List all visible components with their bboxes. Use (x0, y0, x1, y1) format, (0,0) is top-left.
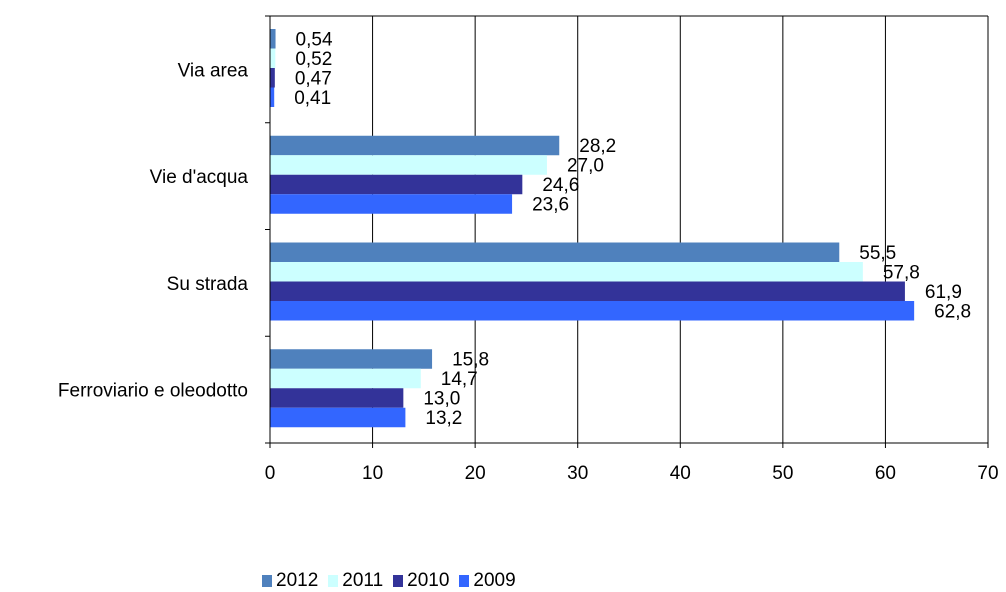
data-label: 61,9 (925, 282, 962, 303)
legend-item-2011: 2011 (328, 570, 383, 592)
legend-label: 2012 (276, 570, 319, 591)
bar-2011 (270, 368, 421, 389)
bars (270, 29, 915, 428)
legend-swatch (328, 575, 339, 587)
data-label: 15,8 (452, 350, 489, 371)
data-label: 14,7 (441, 369, 478, 390)
category-label: Vie d'acqua (150, 167, 249, 188)
data-label: 0,54 (296, 29, 333, 50)
data-label: 23,6 (532, 195, 569, 216)
category-label: Via area (178, 60, 249, 81)
bar-2010 (270, 281, 905, 301)
legend-swatch (262, 575, 272, 587)
legend-item-2010: 2010 (393, 570, 449, 592)
data-label: 62,8 (934, 301, 971, 322)
data-label: 13,0 (423, 389, 460, 410)
legend: 2012 2011 2010 2009 (262, 570, 526, 592)
x-tick-label: 40 (670, 463, 691, 484)
data-label: 55,5 (859, 243, 896, 264)
legend-swatch (459, 575, 470, 587)
x-tick-label: 50 (772, 463, 793, 484)
x-tick-label: 10 (362, 463, 383, 484)
legend-item-2012: 2012 (262, 570, 318, 592)
bar-2011 (270, 155, 547, 175)
legend-label: 2010 (407, 570, 450, 591)
bar-2010 (270, 174, 523, 195)
bar-2009 (270, 87, 275, 107)
bar-2010 (270, 388, 404, 408)
bar-chart: 0 10 20 30 40 50 60 70 Via area 0,540,520,470,41 V… (58, 15, 999, 484)
category-label: Ferroviario e oleodotto (58, 381, 248, 402)
x-tick-label: 0 (265, 463, 276, 484)
legend-item-2009: 2009 (459, 570, 516, 592)
data-label: 0,47 (295, 68, 332, 89)
bar-2009 (270, 194, 513, 214)
bar-2009 (270, 301, 915, 321)
data-label: 0,41 (294, 88, 331, 109)
x-tick-label: 30 (567, 463, 588, 484)
bar-2012 (270, 242, 840, 262)
bar-2011 (270, 48, 276, 68)
data-label: 24,6 (542, 175, 579, 196)
legend-swatch (393, 575, 404, 587)
bar-2011 (270, 262, 863, 282)
data-label: 27,0 (567, 156, 604, 177)
x-tick-label: 60 (875, 463, 896, 484)
axes (265, 15, 989, 448)
legend-label: 2009 (473, 570, 516, 591)
bar-2010 (270, 68, 275, 88)
labels: 0 10 20 30 40 50 60 70 Via area 0,540,520,470,41 V… (58, 29, 999, 484)
x-tick-label: 70 (977, 463, 998, 484)
bar-2012 (270, 29, 276, 49)
data-label: 28,2 (579, 136, 616, 157)
x-tick-label: 20 (465, 463, 486, 484)
bar-2012 (270, 135, 560, 156)
category-label: Su strada (167, 274, 249, 295)
data-label: 13,2 (425, 408, 462, 429)
legend-label: 2011 (342, 570, 384, 591)
bar-2009 (270, 407, 406, 428)
data-label: 0,52 (295, 49, 332, 70)
bar-2012 (270, 349, 433, 369)
data-label: 57,8 (883, 262, 920, 283)
